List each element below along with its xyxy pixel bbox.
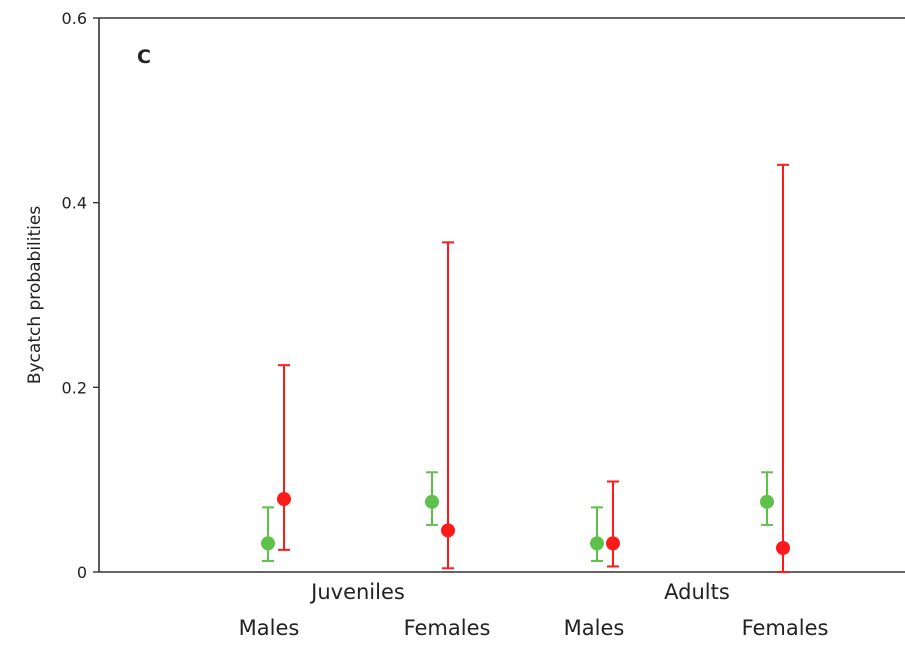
category-label-juvenile-females: Females bbox=[404, 616, 491, 640]
group-label-juveniles: Juveniles bbox=[309, 580, 405, 604]
data-point bbox=[606, 536, 620, 551]
data-point bbox=[425, 494, 439, 509]
y-tick-label: 0 bbox=[77, 563, 87, 582]
data-point bbox=[277, 492, 291, 507]
y-tick-label: 0.4 bbox=[62, 194, 87, 213]
category-label-juvenile-males: Males bbox=[239, 616, 300, 640]
category-label-adult-males: Males bbox=[564, 616, 625, 640]
data-point bbox=[760, 494, 774, 509]
panel-label: C bbox=[137, 46, 151, 68]
data-point bbox=[261, 536, 275, 551]
y-tick-label: 0.2 bbox=[62, 378, 87, 397]
data-point bbox=[590, 536, 604, 551]
y-axis-title: Bycatch probabilities bbox=[25, 206, 45, 385]
chart-axes bbox=[98, 17, 905, 573]
y-ticks: 0 0.2 0.4 0.6 bbox=[62, 9, 99, 582]
data-marks bbox=[261, 163, 790, 573]
data-point bbox=[441, 523, 455, 538]
category-label-adult-females: Females bbox=[742, 616, 829, 640]
group-label-adults: Adults bbox=[664, 580, 730, 604]
y-tick-label: 0.6 bbox=[62, 9, 87, 28]
data-point bbox=[776, 540, 790, 555]
